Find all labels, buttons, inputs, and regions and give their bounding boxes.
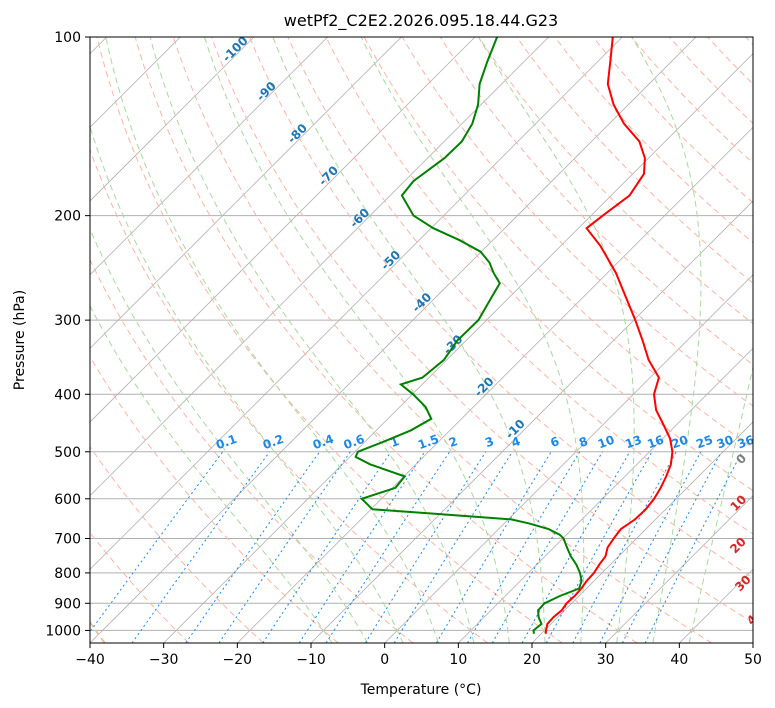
- mixing-ratio-label: 36: [736, 433, 756, 452]
- isotherm-line: [531, 421, 753, 643]
- x-tick-label: −20: [223, 652, 253, 668]
- moist-adiabat-line: [90, 227, 369, 643]
- isotherm-line: [384, 274, 753, 643]
- dry-adiabat-line: [516, 37, 753, 284]
- axes-ticks: −40 −30 −20 −10 0 10 20 30 40 50 100 200 300 400 500 60…: [45, 30, 762, 668]
- mixing-ratio-label: 0.2: [261, 432, 286, 452]
- isotherm-line: [90, 37, 623, 570]
- dry-adiabat-line: [249, 37, 753, 579]
- mixing-ratio-line: [572, 451, 677, 643]
- y-tick-label: 1000: [45, 623, 81, 639]
- mixing-ratio-line: [491, 451, 603, 643]
- mixing-ratio-line: [545, 451, 653, 643]
- dry-adiabat-line: [325, 37, 753, 492]
- x-axis-label: Temperature (°C): [360, 682, 482, 698]
- dewpoint-profile-line: [354, 37, 583, 634]
- y-tick-label: 500: [54, 445, 81, 461]
- mixing-ratio-label: 1.5: [416, 432, 441, 452]
- x-tick-label: 20: [523, 652, 541, 668]
- dry-adiabat-line: [134, 37, 638, 643]
- isotherm-line: [605, 495, 753, 643]
- y-tick-label: 800: [54, 566, 81, 582]
- dry-adiabat-line: [478, 37, 753, 325]
- x-tick-label: 10: [449, 652, 467, 668]
- mixing-ratio-label: 10: [596, 433, 616, 452]
- mixing-ratio-line: [521, 451, 631, 643]
- moist-adiabat-line: [360, 37, 585, 643]
- dry-adiabat-line: [90, 445, 264, 643]
- mixing-ratio-line: [435, 451, 552, 643]
- thetae-label: 40: [744, 606, 766, 628]
- y-tick-label: 200: [54, 209, 81, 225]
- moist-adiabat-line: [272, 37, 546, 643]
- dry-adiabat-line: [96, 37, 563, 643]
- moist-adiabat-line: [90, 304, 333, 643]
- plot-frame: [89, 36, 754, 644]
- y-tick-label: 400: [54, 387, 81, 403]
- mixing-ratio-line: [599, 451, 702, 643]
- mixing-ratio-line: [131, 451, 271, 643]
- temperature-profile-line: [544, 37, 674, 634]
- x-tick-label: −30: [149, 652, 179, 668]
- dry-adiabat-line: [363, 37, 753, 449]
- mixing-ratio-line: [467, 451, 581, 643]
- mixing-ratio-label: 13: [623, 433, 643, 452]
- y-tick-label: 700: [54, 532, 81, 548]
- mixing-ratio-label: 0.1: [214, 432, 239, 452]
- isotherm-line: [163, 53, 753, 643]
- mixing-ratio-line: [262, 451, 392, 643]
- x-tick-label: 40: [670, 652, 688, 668]
- mixing-ratio-label: 0.6: [342, 432, 367, 452]
- moist-adiabat-line: [149, 37, 475, 643]
- x-tick-label: −40: [75, 652, 105, 668]
- moist-adiabat-line: [477, 37, 635, 643]
- mixing-ratio-line: [298, 451, 426, 643]
- dry-adiabat-line: [592, 37, 753, 204]
- moist-adiabat-line: [105, 37, 439, 643]
- dry-adiabat-line: [172, 37, 712, 643]
- dry-adiabat-line: [211, 37, 753, 624]
- mixing-ratio-label: 25: [694, 433, 714, 452]
- isotherm-line: [90, 37, 328, 276]
- mixing-ratio-line: [621, 451, 722, 643]
- dry-adiabat-line: [90, 258, 414, 643]
- isotherm-line: [90, 37, 697, 643]
- moist-adiabat-line: [631, 37, 702, 643]
- isotherm-line: [90, 37, 402, 349]
- mixing-ratio-line: [218, 451, 351, 643]
- mixing-ratio-line: [185, 451, 321, 643]
- y-tick-label: 900: [54, 596, 81, 612]
- dry-adiabat-line: [630, 37, 753, 164]
- y-tick-label: 300: [54, 313, 81, 329]
- x-tick-label: −10: [296, 652, 326, 668]
- chart-title: wetPf2_C2E2.2026.095.18.44.G23: [284, 11, 558, 31]
- background-lines: [90, 37, 753, 643]
- moist-adiabat-line: [688, 364, 753, 643]
- isotherm-line: [90, 37, 476, 423]
- x-tick-label: 0: [380, 652, 389, 668]
- profile-series: [354, 37, 674, 634]
- mixing-ratio-label: 30: [715, 433, 735, 452]
- x-tick-label: 50: [744, 652, 762, 668]
- mixing-ratio-line: [393, 451, 513, 643]
- isotherm-line: [237, 126, 753, 643]
- isotherm-line: [90, 37, 255, 202]
- y-tick-label: 100: [54, 30, 81, 46]
- isotherm-line: [458, 347, 753, 643]
- mixing-ratio-label: 0.4: [311, 432, 336, 452]
- mixing-ratio-label: 16: [645, 433, 665, 452]
- isotherm-line: [90, 37, 549, 497]
- y-axis-label: Pressure (hPa): [12, 290, 28, 390]
- moist-adiabat-line: [203, 37, 510, 643]
- dry-adiabat-line: [401, 37, 753, 407]
- y-tick-label: 600: [54, 492, 81, 508]
- x-tick-label: 30: [597, 652, 615, 668]
- mixing-ratio-label: 20: [670, 433, 690, 452]
- mixing-ratio-line: [644, 451, 743, 643]
